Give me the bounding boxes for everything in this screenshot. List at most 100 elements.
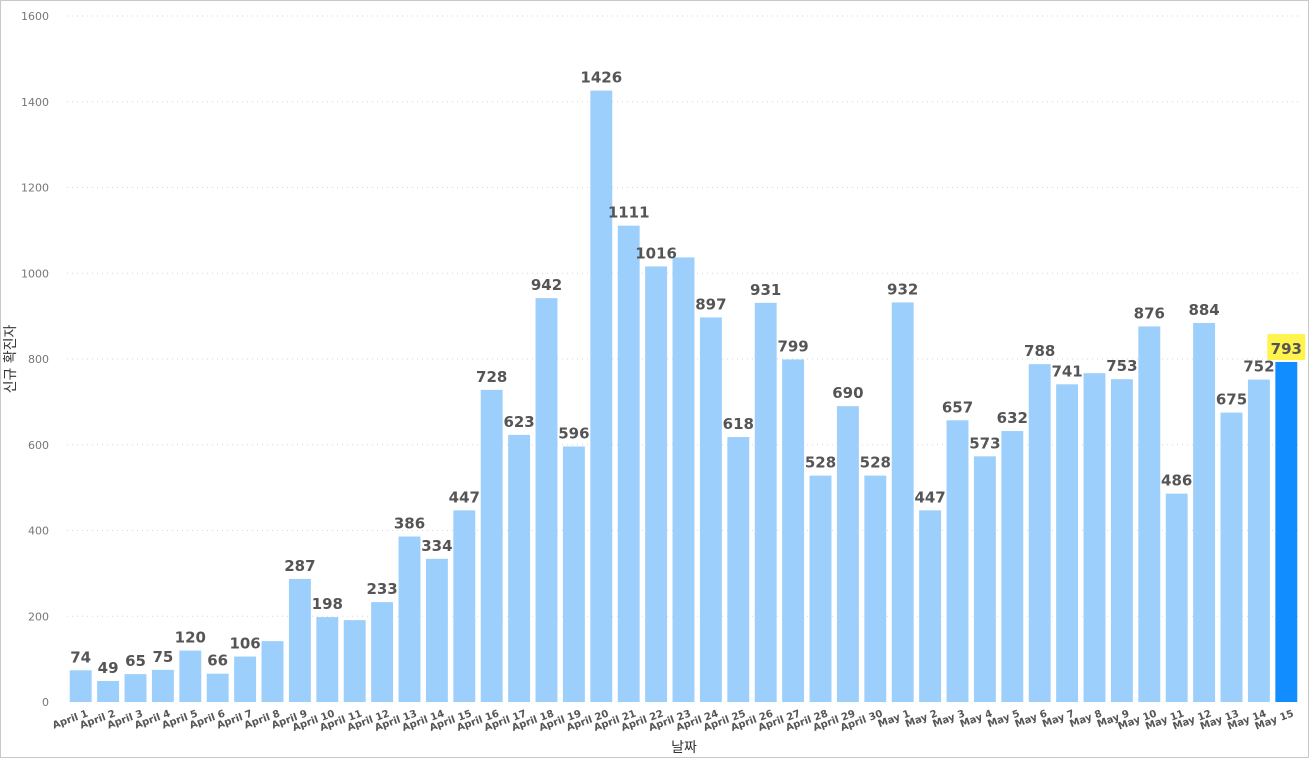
bar: [508, 434, 531, 702]
bar: [590, 90, 613, 703]
bar: [1028, 364, 1051, 702]
data-label: 573: [969, 434, 1000, 452]
bar: [206, 673, 229, 702]
data-label: 942: [531, 276, 562, 294]
data-label: 741: [1051, 362, 1082, 380]
data-label: 75: [152, 648, 173, 666]
y-tick-label: 200: [28, 610, 49, 623]
data-label: 752: [1243, 358, 1274, 376]
bar: [1056, 384, 1079, 702]
bar: [864, 475, 887, 702]
data-label: 876: [1134, 304, 1165, 322]
bar: [480, 389, 503, 702]
data-label: 1016: [635, 244, 677, 262]
bar: [425, 558, 448, 702]
bar: [97, 680, 120, 702]
bars: [69, 90, 1298, 703]
bar: [124, 674, 147, 702]
y-tick-label: 1000: [21, 267, 49, 280]
data-label: 120: [175, 629, 206, 647]
bar: [672, 257, 695, 702]
data-label: 198: [312, 595, 343, 613]
data-label: 788: [1024, 342, 1055, 360]
data-label: 334: [421, 537, 452, 555]
data-label: 897: [695, 295, 726, 313]
data-label: 632: [997, 409, 1028, 427]
bar: [69, 670, 92, 702]
data-label: 753: [1106, 357, 1137, 375]
bar: [645, 266, 668, 702]
bar: [535, 298, 558, 702]
data-label: 799: [777, 337, 808, 355]
data-label: 233: [366, 580, 397, 598]
bar: [782, 359, 805, 702]
data-label: 690: [832, 384, 863, 402]
bar: [754, 302, 777, 702]
bar: [179, 650, 202, 702]
data-label: 793: [1271, 340, 1302, 358]
y-tick-label: 1600: [21, 10, 49, 23]
data-label: 486: [1161, 472, 1192, 490]
bar: [1165, 493, 1188, 702]
data-label: 623: [503, 413, 534, 431]
bar: [1083, 373, 1106, 702]
bar: [562, 446, 585, 702]
bar: [234, 656, 257, 702]
bar: [699, 317, 722, 702]
bar: [261, 641, 284, 702]
bar: [1220, 412, 1243, 702]
bar: [809, 475, 832, 702]
data-label: 1111: [608, 204, 650, 222]
data-label: 528: [860, 454, 891, 472]
bar: [343, 620, 366, 702]
data-label: 287: [284, 557, 315, 575]
bar: [891, 302, 914, 702]
y-axis-ticks: 0 200 400 600 800 1000 1200 1400 1600: [21, 10, 49, 709]
data-label: 931: [750, 281, 781, 299]
data-label: 932: [887, 280, 918, 298]
bar: [316, 617, 339, 702]
y-tick-label: 1400: [21, 96, 49, 109]
data-label: 528: [805, 454, 836, 472]
data-label: 74: [70, 648, 91, 666]
bar: [1193, 322, 1216, 702]
bar: [1110, 379, 1133, 702]
bar: [1001, 431, 1024, 702]
y-tick-label: 800: [28, 353, 49, 366]
bar: [617, 225, 640, 702]
bar: [727, 437, 750, 702]
bar: [973, 456, 996, 702]
bar-highlighted: [1275, 362, 1298, 702]
data-label: 618: [723, 415, 754, 433]
data-label: 596: [558, 424, 589, 442]
data-label: 66: [207, 652, 228, 670]
data-label: 657: [942, 398, 973, 416]
data-label: 728: [476, 368, 507, 386]
x-axis-title: 날짜: [671, 740, 697, 756]
bar: [151, 669, 174, 702]
bar: [1247, 379, 1270, 702]
y-tick-label: 400: [28, 525, 49, 538]
y-tick-label: 0: [42, 696, 49, 709]
data-label: 49: [98, 659, 119, 677]
y-axis-title: 신규 확진자: [3, 324, 19, 393]
bar: [453, 510, 476, 702]
data-label: 447: [449, 488, 480, 506]
data-label: 65: [125, 652, 146, 670]
bar: [288, 578, 311, 702]
bar: [371, 602, 394, 702]
data-label: 1426: [580, 69, 622, 87]
bar: [836, 406, 859, 702]
y-tick-label: 600: [28, 439, 49, 452]
y-tick-label: 1200: [21, 182, 49, 195]
data-label: 386: [394, 515, 425, 533]
gridlines: [67, 15, 1300, 617]
bar: [919, 510, 942, 702]
bar: [946, 420, 969, 702]
bar: [398, 536, 421, 702]
data-label: 106: [229, 635, 260, 653]
data-label: 675: [1216, 391, 1247, 409]
